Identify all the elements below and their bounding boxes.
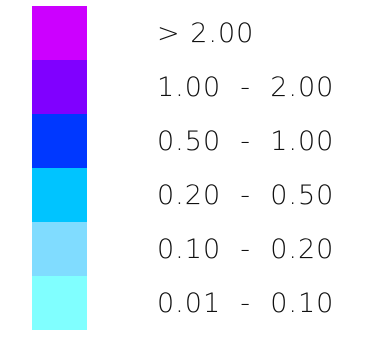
- legend-label: 0.01 - 0.10: [157, 287, 335, 319]
- legend-label: 0.10 - 0.20: [157, 233, 335, 265]
- legend-swatch: [32, 276, 87, 330]
- legend-swatch: [32, 6, 87, 60]
- legend-label: 0.50 - 1.00: [157, 125, 335, 157]
- legend-swatch: [32, 222, 87, 276]
- legend-label: 1.00 - 2.00: [157, 71, 335, 103]
- legend-swatch: [32, 168, 87, 222]
- legend-swatch: [32, 60, 87, 114]
- legend-label: > 2.00: [157, 17, 255, 49]
- legend-label: 0.20 - 0.50: [157, 179, 335, 211]
- legend-swatch: [32, 114, 87, 168]
